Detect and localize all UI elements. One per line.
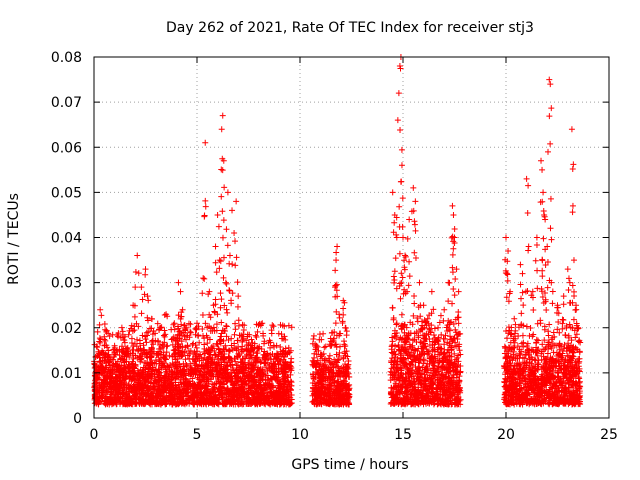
- data-point: [160, 332, 167, 339]
- data-point: [234, 362, 241, 369]
- data-point: [316, 331, 323, 338]
- data-point: [181, 368, 188, 375]
- data-point: [197, 368, 204, 375]
- data-point: [214, 356, 221, 363]
- data-point: [398, 311, 405, 318]
- data-point: [267, 344, 274, 351]
- data-point: [192, 325, 199, 332]
- chart-title: Day 262 of 2021, Rate Of TEC Index for r…: [166, 20, 534, 36]
- data-point: [132, 362, 139, 369]
- data-point: [326, 352, 333, 359]
- data-point: [272, 355, 279, 362]
- data-point: [251, 362, 258, 369]
- data-point: [173, 358, 180, 365]
- data-point: [345, 357, 352, 364]
- data-points: [91, 54, 584, 408]
- data-point: [142, 336, 149, 343]
- data-point: [281, 323, 288, 330]
- data-point: [203, 398, 210, 405]
- data-point: [288, 359, 295, 366]
- data-point: [288, 392, 295, 399]
- data-point: [113, 363, 120, 370]
- data-point: [183, 389, 190, 396]
- data-point: [227, 362, 234, 369]
- data-point: [232, 358, 239, 365]
- data-point: [101, 321, 108, 328]
- data-point: [110, 361, 117, 368]
- data-point: [446, 327, 453, 334]
- data-point: [106, 359, 113, 366]
- data-point: [456, 347, 463, 354]
- data-point: [437, 312, 444, 319]
- data-point: [211, 384, 218, 391]
- data-point: [96, 321, 103, 328]
- data-point: [310, 332, 317, 339]
- data-point: [94, 328, 101, 335]
- data-point: [180, 360, 187, 367]
- data-point: [193, 344, 200, 351]
- data-point: [110, 356, 117, 363]
- data-point: [219, 400, 226, 407]
- data-point: [210, 343, 217, 350]
- data-point: [438, 345, 445, 352]
- data-point: [125, 381, 132, 388]
- data-point: [246, 361, 253, 368]
- data-point: [277, 357, 284, 364]
- data-point: [203, 376, 210, 383]
- data-point: [109, 331, 116, 338]
- data-point: [229, 361, 236, 368]
- data-point: [275, 330, 282, 337]
- data-point: [118, 324, 125, 331]
- data-point: [215, 346, 222, 353]
- data-point: [211, 380, 218, 387]
- data-point: [237, 400, 244, 407]
- data-point: [268, 330, 275, 337]
- data-point: [414, 318, 421, 325]
- data-point: [270, 368, 277, 375]
- data-point: [183, 362, 190, 369]
- data-point: [204, 340, 211, 347]
- data-point: [288, 324, 295, 331]
- data-point: [102, 383, 109, 390]
- data-point: [212, 352, 219, 359]
- data-point: [177, 379, 184, 386]
- data-point: [106, 333, 113, 340]
- data-point: [184, 352, 191, 359]
- data-point: [126, 354, 133, 361]
- data-point: [389, 342, 396, 349]
- data-point: [240, 326, 247, 333]
- data-point: [234, 353, 241, 360]
- data-point: [257, 358, 264, 365]
- data-point: [321, 344, 328, 351]
